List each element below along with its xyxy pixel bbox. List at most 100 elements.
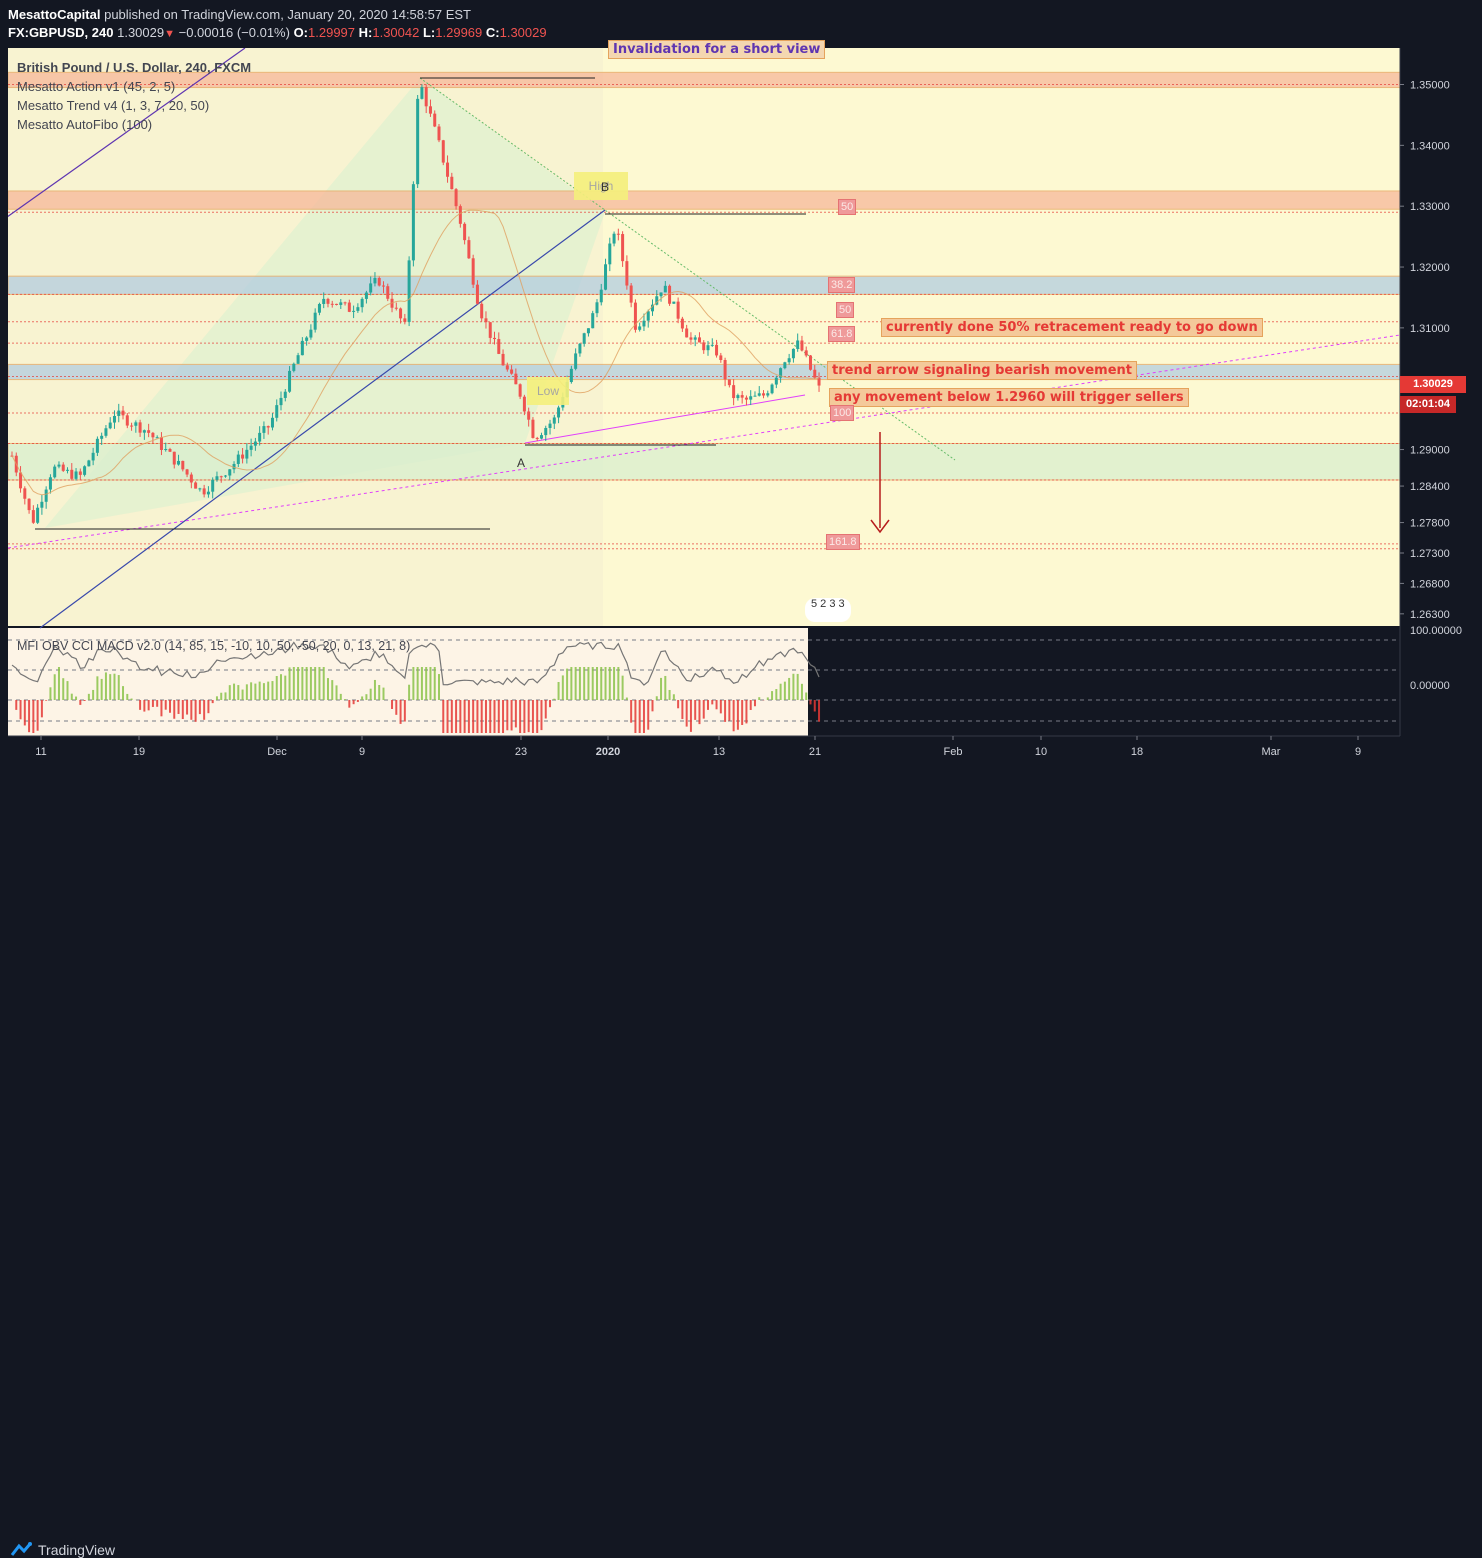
candle-body — [787, 358, 791, 363]
price-change: −0.00016 (−0.01%) — [178, 25, 290, 40]
candle-body — [433, 113, 437, 127]
candle-body — [262, 426, 266, 433]
osc-top-value: 100.00000 — [1410, 625, 1462, 637]
candle-body — [151, 432, 155, 438]
candle-body — [574, 353, 578, 369]
events-badge[interactable]: 5 2 3 3 — [805, 598, 851, 622]
candle-body — [732, 385, 736, 399]
y-tick-label: 1.33000 — [1410, 201, 1450, 213]
candle-body — [48, 477, 52, 490]
candle-body — [117, 410, 121, 416]
high-marker[interactable]: High — [574, 172, 628, 200]
candle-body — [322, 298, 326, 304]
y-tick-label: 1.35000 — [1410, 80, 1450, 92]
candle-body — [766, 393, 770, 396]
candle-body — [66, 469, 70, 471]
candle-body — [544, 427, 548, 436]
candle-body — [189, 474, 193, 483]
candle-body — [288, 370, 292, 392]
candle-body — [283, 391, 287, 398]
x-tick-label: 2020 — [596, 746, 620, 758]
price-zone — [7, 190, 1401, 210]
candle-body — [258, 432, 262, 442]
publisher-name[interactable]: MesattoCapital — [8, 7, 101, 22]
legend-indicator[interactable]: Mesatto Action v1 (45, 2, 5) — [17, 79, 176, 94]
candle-body — [518, 384, 522, 397]
candle-body — [552, 417, 556, 424]
y-tick-label: 1.26800 — [1410, 578, 1450, 590]
candle-body — [142, 430, 146, 433]
candle-body — [202, 488, 206, 495]
candle-body — [270, 417, 274, 428]
tradingview-logo-icon[interactable] — [10, 1541, 34, 1557]
chart-canvas[interactable]: 1.35000 1.34000 1.33000 1.32000 1.31000 1.300… — [0, 0, 1482, 805]
candle-body — [676, 301, 680, 319]
fib-diagonal — [419, 77, 956, 461]
candle-body — [112, 415, 116, 423]
candle-body — [463, 223, 467, 241]
candle-body — [522, 396, 526, 412]
candle-body — [292, 363, 296, 371]
candle-body — [706, 345, 710, 351]
candle-body — [651, 304, 654, 312]
candle-body — [471, 258, 475, 285]
legend-title[interactable]: British Pound / U.S. Dollar, 240, FXCM — [17, 60, 252, 75]
candle-body — [326, 298, 330, 304]
open-label: O: — [293, 25, 309, 40]
candle-body — [428, 106, 432, 114]
candle-body — [783, 362, 787, 369]
candle-body — [599, 289, 603, 303]
legend-indicator[interactable]: Mesatto Trend v4 (1, 3, 7, 20, 50) — [17, 98, 210, 113]
candle-body — [19, 472, 23, 489]
candle-body — [420, 87, 424, 99]
candle-body — [83, 466, 87, 475]
candle-body — [168, 449, 172, 452]
candle-body — [416, 98, 420, 185]
sellers-note[interactable]: any movement below 1.2960 will trigger s… — [829, 388, 1189, 407]
candle-body — [181, 460, 185, 470]
candle-body — [663, 285, 667, 293]
candle-body — [779, 368, 783, 378]
candle-body — [356, 307, 360, 311]
candle-body — [219, 476, 223, 478]
osc-line — [11, 641, 820, 686]
candle-body — [493, 337, 497, 340]
candle-body — [441, 140, 445, 163]
candle-body — [655, 296, 659, 305]
candle-body — [569, 368, 573, 383]
footer-bar: TradingView — [0, 765, 1482, 1558]
candle-body — [616, 233, 620, 235]
candle-body — [335, 303, 339, 305]
low-marker[interactable]: Low — [527, 377, 569, 405]
target-arrow-head — [870, 519, 890, 534]
symbol-label[interactable]: FX:GBPUSD, 240 — [8, 25, 114, 40]
candle-body — [608, 243, 612, 265]
candle-body — [710, 344, 714, 346]
candle-body — [680, 318, 684, 329]
candle-body — [36, 507, 40, 523]
candle-body — [629, 285, 633, 303]
candle-body — [266, 426, 270, 428]
candle-body — [484, 318, 488, 323]
legend-indicator[interactable]: Mesatto AutoFibo (100) — [17, 117, 153, 132]
trend-arrow-note[interactable]: trend arrow signaling bearish movement — [827, 361, 1137, 380]
candle-body — [424, 87, 428, 107]
x-tick-label: 13 — [713, 746, 725, 758]
last-price: 1.30029 — [117, 25, 165, 40]
support-line — [7, 334, 1401, 549]
oscillator-title[interactable]: MFI OBV CCI MACD v2.0 (14, 85, 15, -10, … — [17, 639, 411, 653]
candle-body — [164, 449, 168, 451]
candle-body — [736, 395, 740, 399]
candle-body — [360, 298, 364, 308]
candle-body — [527, 411, 531, 420]
candle-body — [480, 303, 484, 319]
candle-body — [702, 342, 706, 351]
candle-body — [467, 240, 471, 259]
osc-zero-value: 0.00000 — [1410, 680, 1450, 692]
high-label: H: — [358, 25, 373, 40]
tradingview-brand[interactable]: TradingView — [38, 1542, 116, 1558]
invalidation-note[interactable]: Invalidation for a short view — [608, 40, 826, 59]
retracement-note[interactable]: currently done 50% retracement ready to … — [881, 318, 1263, 337]
candle-body — [668, 285, 672, 304]
candle-body — [253, 441, 257, 446]
